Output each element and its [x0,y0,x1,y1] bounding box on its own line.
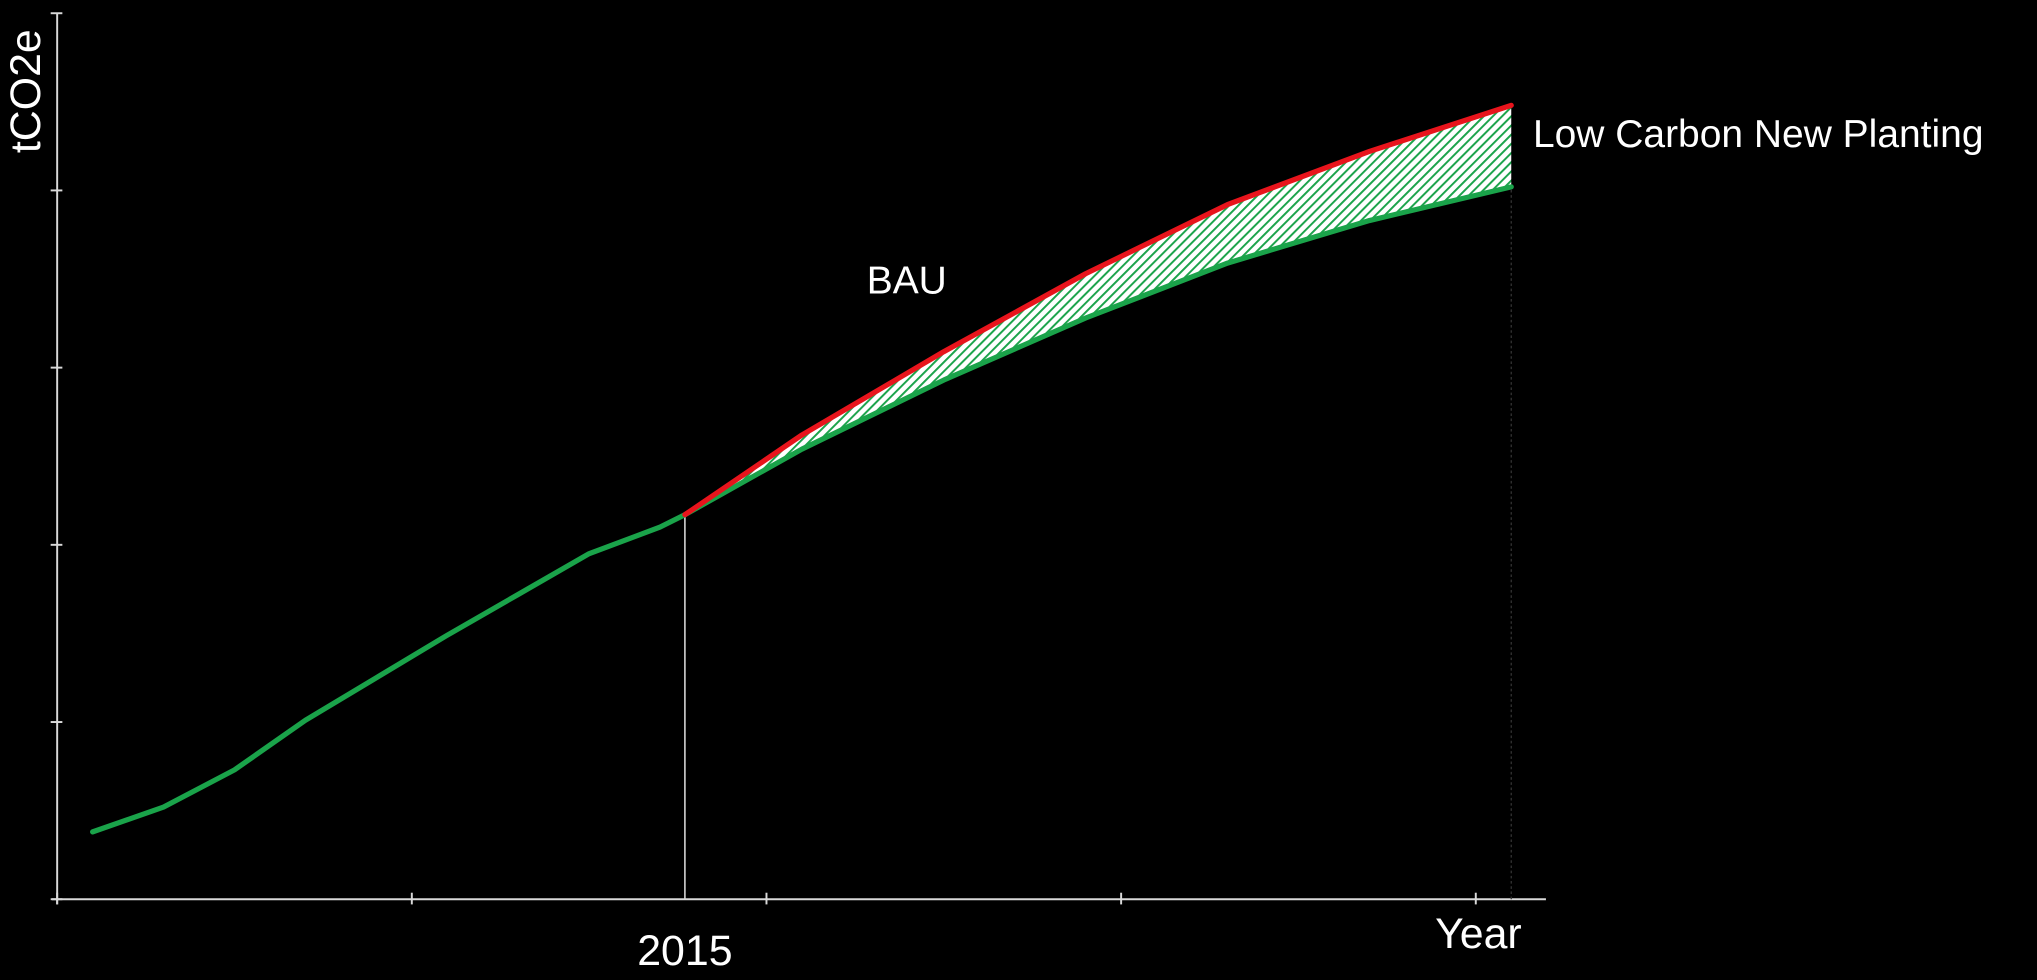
x-tick-label: 2015 [637,927,732,975]
series-label: BAU [867,260,947,303]
hatched-area [684,105,1512,515]
line [682,102,1514,518]
y-axis-label: tCO2e [2,29,50,153]
annotation: Low Carbon New Planting [1533,113,1984,156]
line [90,184,1514,835]
x-axis-label: Year [1435,910,1522,958]
